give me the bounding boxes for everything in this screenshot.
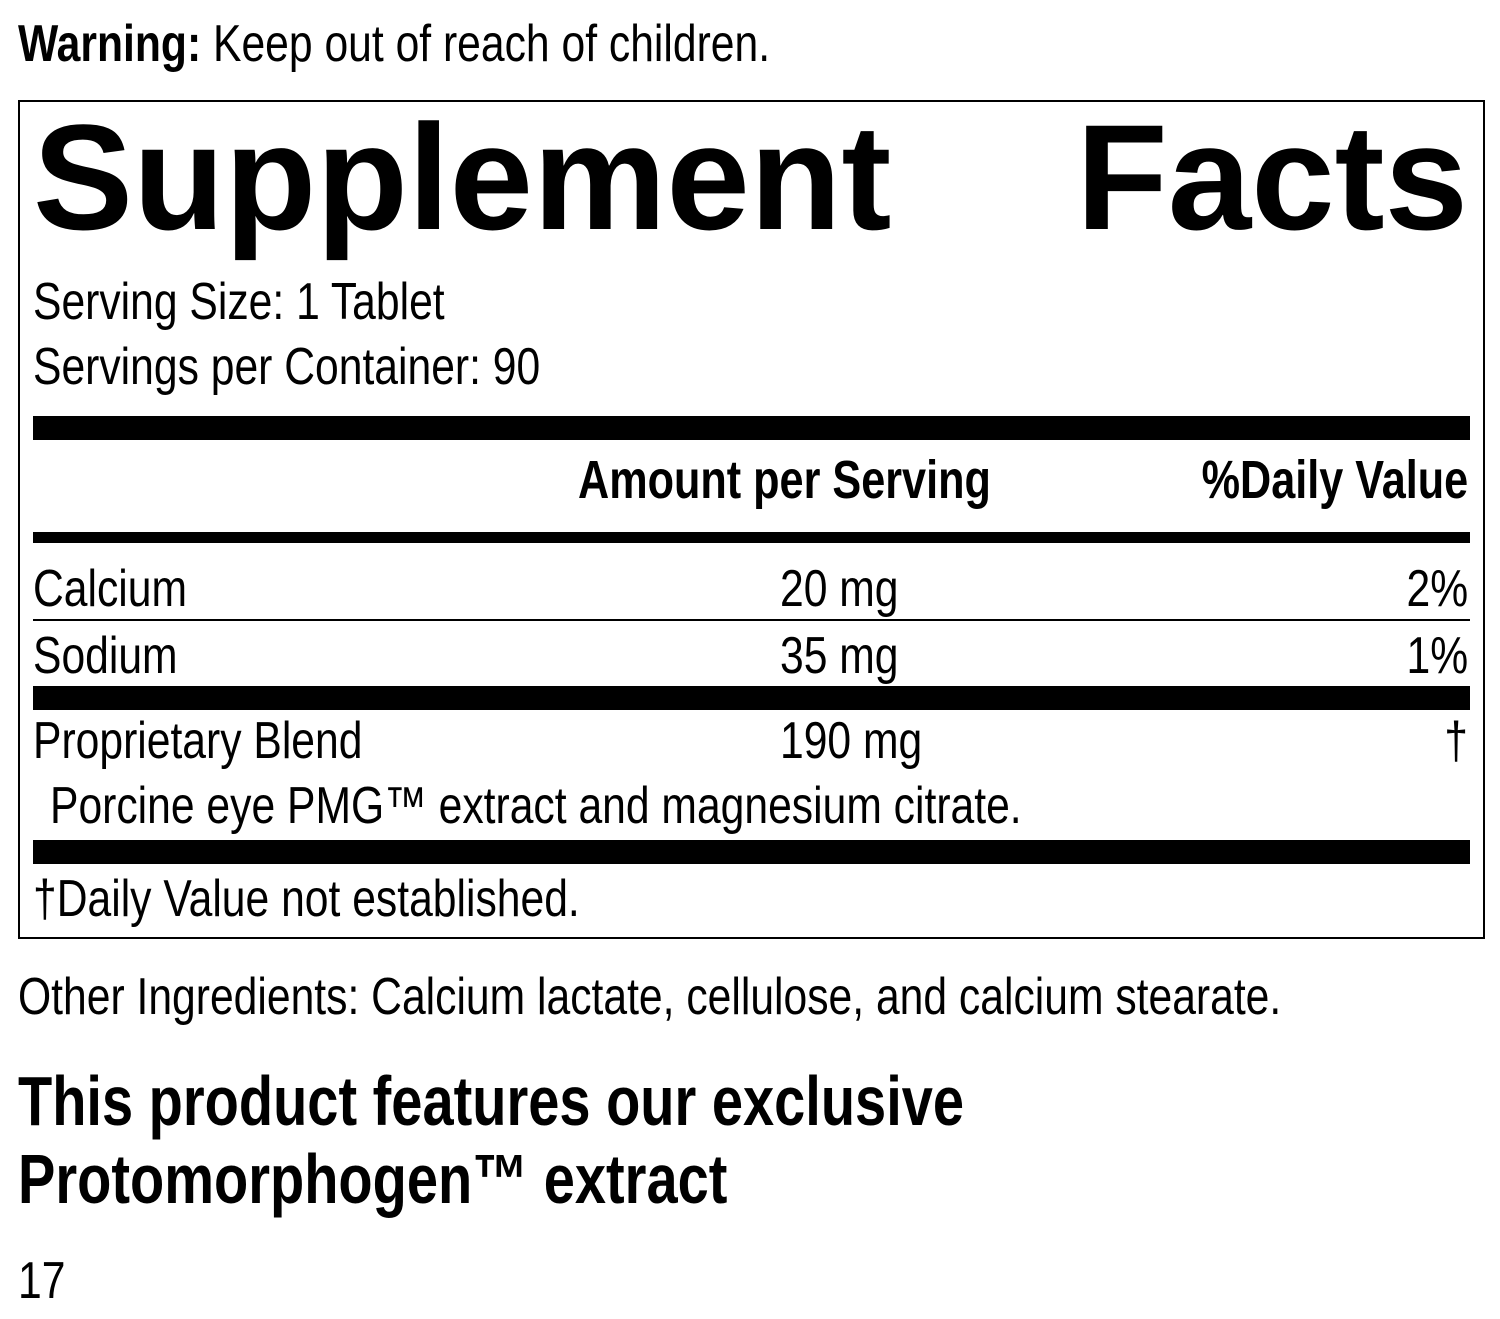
feature-line: This product features our exclusive <box>18 1062 965 1140</box>
serving-size: Serving Size: 1 Tablet <box>33 273 445 331</box>
nutrient-name: Sodium <box>33 627 178 685</box>
nutrient-daily-value: † <box>1444 712 1468 770</box>
nutrient-amount: 190 mg <box>780 712 923 770</box>
nutrient-amount: 20 mg <box>780 560 899 618</box>
amount-header: Amount per Serving <box>578 450 991 510</box>
warning-text: Keep out of reach of children. <box>213 15 771 73</box>
nutrient-daily-value: 2% <box>1406 560 1468 618</box>
blend-description: Porcine eye PMG™ extract and magnesium c… <box>50 777 1022 835</box>
divider <box>33 532 1470 543</box>
other-ingredients: Other Ingredients: Calcium lactate, cell… <box>18 968 1282 1026</box>
warning: Warning: Keep out of reach of children. <box>18 18 770 70</box>
divider <box>33 416 1470 440</box>
divider <box>33 686 1470 710</box>
warning-label: Warning: <box>18 15 202 73</box>
footnote: †Daily Value not established. <box>33 870 580 928</box>
nutrient-name: Calcium <box>33 560 188 618</box>
feature-line: Protomorphogen™ extract <box>18 1140 728 1218</box>
page-number: 17 <box>18 1252 66 1310</box>
divider <box>33 840 1470 864</box>
nutrient-daily-value: 1% <box>1406 627 1468 685</box>
facts-box <box>18 100 1485 939</box>
divider <box>33 619 1470 621</box>
servings-per-container: Servings per Container: 90 <box>33 338 541 396</box>
nutrient-name: Proprietary Blend <box>33 712 363 770</box>
facts-title: Supplement Facts <box>33 93 1468 261</box>
daily-value-header: %Daily Value <box>1201 450 1468 510</box>
nutrient-amount: 35 mg <box>780 627 899 685</box>
